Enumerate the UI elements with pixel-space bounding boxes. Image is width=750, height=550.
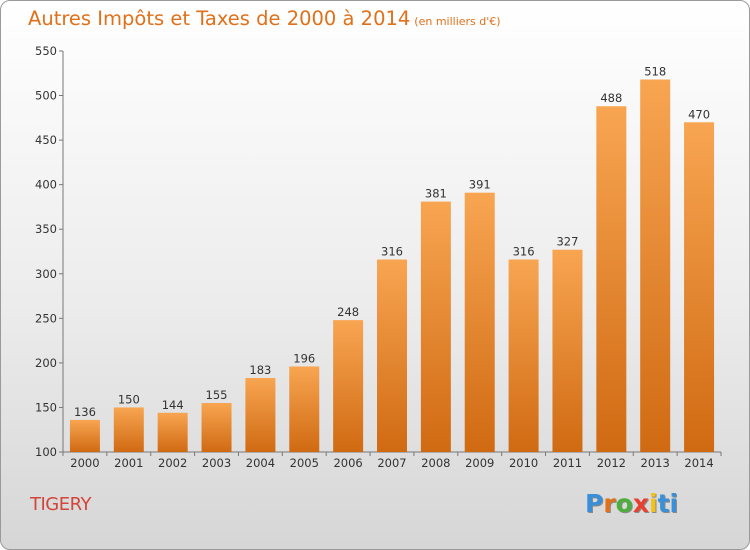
data-label: 183 bbox=[249, 363, 271, 377]
y-tick-label: 100 bbox=[35, 445, 57, 459]
bar bbox=[420, 201, 451, 452]
bar bbox=[333, 320, 364, 452]
logo-letter: P bbox=[585, 489, 604, 518]
data-label: 327 bbox=[556, 235, 578, 249]
bar bbox=[552, 249, 583, 452]
x-tick-label: 2013 bbox=[641, 456, 670, 470]
data-label: 381 bbox=[425, 187, 447, 201]
data-label: 470 bbox=[688, 107, 710, 121]
x-tick-label: 2010 bbox=[509, 456, 538, 470]
bar bbox=[596, 106, 627, 452]
bar bbox=[377, 259, 407, 452]
logo-letter: r bbox=[603, 489, 616, 518]
logo-letter: x bbox=[632, 489, 649, 518]
data-label: 316 bbox=[381, 245, 403, 259]
place-label: TIGERY bbox=[30, 494, 91, 515]
data-label: 316 bbox=[513, 245, 535, 259]
bar bbox=[508, 259, 539, 452]
data-label: 136 bbox=[74, 405, 96, 419]
chart-title-text: Autres Impôts et Taxes de 2000 à 2014 bbox=[28, 7, 411, 30]
data-label: 391 bbox=[469, 178, 491, 192]
x-tick-label: 2003 bbox=[202, 456, 231, 470]
x-tick-label: 2006 bbox=[333, 456, 362, 470]
x-tick-label: 2011 bbox=[553, 456, 582, 470]
logo-letter: i bbox=[649, 489, 658, 518]
bar bbox=[464, 192, 495, 453]
x-tick-label: 2009 bbox=[465, 456, 494, 470]
y-tick-label: 250 bbox=[35, 311, 57, 325]
x-tick-label: 2000 bbox=[70, 456, 99, 470]
logo-letter: ti bbox=[657, 489, 679, 518]
y-tick-label: 350 bbox=[35, 222, 57, 236]
y-tick-label: 200 bbox=[35, 356, 57, 370]
y-tick-label: 150 bbox=[35, 400, 57, 414]
chart-subtitle: (en milliers d'€) bbox=[414, 15, 501, 28]
x-tick-label: 2008 bbox=[421, 456, 450, 470]
x-tick-label: 2002 bbox=[158, 456, 187, 470]
logo-letter: o bbox=[615, 489, 633, 518]
bar bbox=[245, 378, 276, 452]
data-label: 248 bbox=[337, 305, 359, 319]
y-tick-label: 550 bbox=[35, 44, 57, 58]
x-tick-label: 2014 bbox=[684, 456, 713, 470]
data-label: 155 bbox=[206, 388, 228, 402]
bar bbox=[113, 407, 144, 452]
bar bbox=[289, 366, 320, 452]
y-tick-label: 500 bbox=[35, 89, 57, 103]
data-label: 196 bbox=[293, 351, 315, 365]
bar bbox=[69, 419, 100, 452]
proxiti-logo: Proxiti bbox=[585, 489, 678, 518]
chart-title: Autres Impôts et Taxes de 2000 à 2014 (en… bbox=[28, 7, 501, 30]
bar bbox=[640, 79, 671, 452]
data-label: 150 bbox=[118, 392, 140, 406]
data-label: 488 bbox=[600, 91, 622, 105]
x-tick-label: 2007 bbox=[377, 456, 406, 470]
bar bbox=[157, 412, 188, 452]
x-tick-label: 2012 bbox=[597, 456, 626, 470]
y-tick-label: 300 bbox=[35, 267, 57, 281]
y-tick-label: 400 bbox=[35, 178, 57, 192]
data-label: 144 bbox=[162, 398, 184, 412]
x-tick-label: 2001 bbox=[114, 456, 143, 470]
data-label: 518 bbox=[644, 65, 666, 79]
y-tick-label: 450 bbox=[35, 133, 57, 147]
bar bbox=[201, 402, 232, 452]
x-tick-label: 2005 bbox=[290, 456, 319, 470]
x-tick-label: 2004 bbox=[246, 456, 275, 470]
bar bbox=[684, 122, 715, 453]
